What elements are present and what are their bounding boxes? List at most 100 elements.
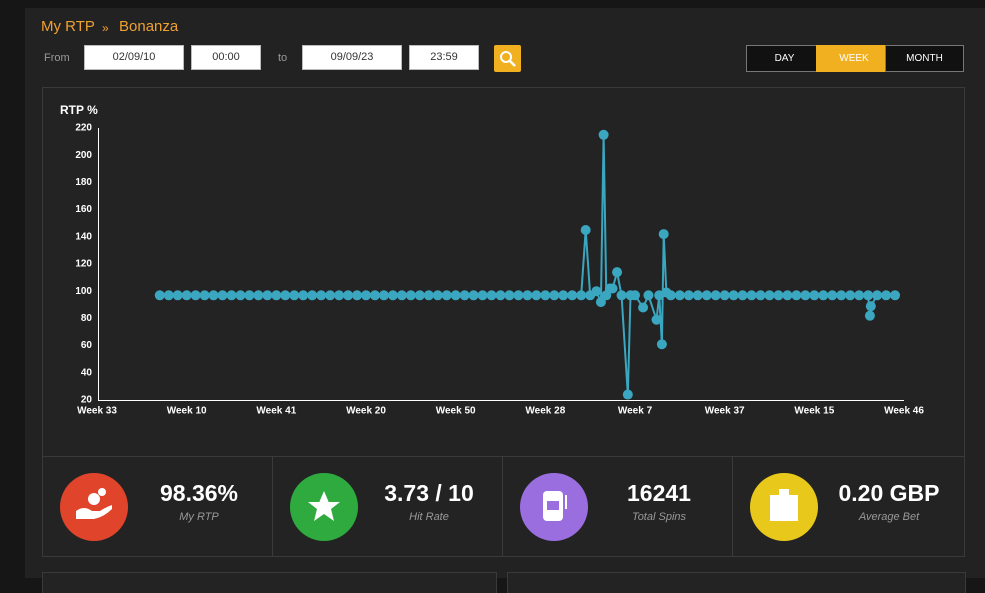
lower-panel	[507, 572, 966, 593]
data-point	[719, 290, 730, 301]
data-point	[863, 290, 874, 301]
search-button[interactable]	[494, 45, 521, 72]
data-point	[612, 267, 623, 278]
stat-value: 16241	[627, 480, 691, 506]
data-point	[692, 290, 703, 301]
data-point	[441, 290, 452, 301]
breadcrumb-section[interactable]: My RTP	[41, 18, 95, 35]
data-point	[728, 290, 739, 301]
data-point	[616, 290, 627, 301]
to-time[interactable]: 23:59	[409, 45, 479, 70]
data-point	[289, 290, 300, 301]
y-tick-label: 40	[81, 367, 93, 378]
data-point	[316, 290, 327, 301]
stat-value: 0.20 GBP	[839, 480, 940, 506]
data-point	[710, 290, 721, 301]
breadcrumb-game: Bonanza	[119, 18, 179, 35]
stat-label: Hit Rate	[409, 511, 449, 523]
data-point	[595, 297, 606, 308]
stats-box	[42, 456, 965, 557]
data-point	[773, 290, 784, 301]
data-point	[890, 290, 901, 301]
period-button[interactable]: DAY	[746, 45, 823, 72]
x-tick-label: Week 7	[618, 406, 653, 417]
y-tick-label: 120	[75, 259, 92, 270]
data-point	[755, 290, 766, 301]
y-tick-label: 60	[81, 340, 93, 351]
data-point	[163, 290, 174, 301]
data-point	[764, 290, 775, 301]
data-point	[872, 290, 883, 301]
x-tick-label: Week 37	[705, 406, 745, 417]
data-point	[567, 290, 578, 301]
data-point	[800, 290, 811, 301]
chart-box	[42, 87, 965, 457]
from-time[interactable]: 00:00	[191, 45, 261, 70]
data-point	[181, 290, 192, 301]
data-point	[387, 290, 398, 301]
data-point	[836, 290, 847, 301]
data-point	[540, 290, 551, 301]
data-point	[396, 290, 407, 301]
period-button[interactable]: MONTH	[885, 45, 964, 72]
y-tick-label: 20	[81, 395, 93, 406]
data-point	[208, 290, 219, 301]
data-point	[791, 290, 802, 301]
data-point	[865, 301, 876, 312]
data-point	[854, 290, 865, 301]
data-point	[504, 290, 515, 301]
stat-icon	[543, 491, 567, 521]
lower-panel	[42, 572, 497, 593]
y-tick-label: 200	[75, 150, 92, 161]
data-point	[746, 290, 757, 301]
stat-icon	[76, 488, 112, 519]
data-point	[378, 290, 389, 301]
data-point	[450, 290, 461, 301]
data-point	[683, 290, 694, 301]
data-point	[881, 290, 892, 301]
stat-icon	[770, 489, 798, 521]
breadcrumb-separator: »	[102, 21, 109, 35]
data-point	[199, 290, 210, 301]
data-point	[154, 290, 165, 301]
x-tick-label: Week 20	[346, 406, 386, 417]
stat-icon	[308, 491, 340, 521]
data-point	[522, 290, 533, 301]
data-point	[423, 290, 434, 301]
data-point	[630, 290, 640, 301]
from-date[interactable]: 02/09/10	[84, 45, 184, 70]
data-point	[674, 290, 685, 301]
data-point	[477, 290, 488, 301]
data-point	[665, 290, 676, 301]
data-point	[864, 310, 875, 321]
data-point	[658, 229, 669, 240]
data-point	[486, 290, 497, 301]
data-point	[343, 290, 354, 301]
data-point	[226, 290, 237, 301]
data-point	[638, 302, 649, 313]
data-point	[307, 290, 318, 301]
data-point	[405, 290, 416, 301]
data-point	[656, 339, 667, 350]
data-point	[495, 290, 506, 301]
data-point	[280, 290, 291, 301]
data-point	[809, 290, 820, 301]
data-point	[253, 290, 264, 301]
x-tick-label: Week 10	[167, 406, 207, 417]
stat-value: 3.73 / 10	[384, 480, 474, 506]
data-point	[172, 290, 183, 301]
stat-icon-bg	[60, 473, 128, 541]
to-label: to	[278, 52, 288, 64]
data-point	[818, 290, 829, 301]
data-point	[271, 290, 282, 301]
x-tick-label: Week 28	[525, 406, 565, 417]
data-point	[468, 290, 479, 301]
y-tick-label: 160	[75, 204, 92, 215]
data-point	[235, 290, 246, 301]
data-point	[643, 290, 654, 301]
data-point	[549, 290, 560, 301]
data-point	[369, 290, 380, 301]
data-point	[432, 290, 443, 301]
to-date[interactable]: 09/09/23	[302, 45, 402, 70]
